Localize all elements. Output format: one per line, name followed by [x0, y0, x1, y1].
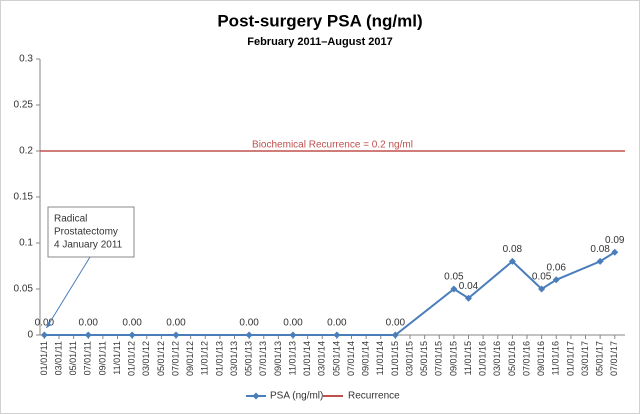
legend-label: PSA (ng/ml): [270, 391, 323, 402]
x-tick-label: 07/01/14: [346, 341, 356, 376]
x-tick-label: 05/01/13: [244, 341, 254, 376]
x-tick-label: 03/01/11: [53, 341, 63, 375]
data-point: [552, 276, 560, 284]
x-tick-label: 05/01/16: [507, 341, 517, 376]
x-tick-label: 09/01/12: [185, 341, 195, 376]
y-tick-label: 0.1: [19, 238, 33, 249]
x-tick-label: 09/01/14: [361, 341, 371, 376]
y-tick-label: 0.25: [14, 100, 34, 111]
data-point: [391, 331, 399, 339]
y-tick-label: 0.05: [14, 284, 34, 295]
y-tick-label: 0: [27, 330, 33, 341]
data-point: [611, 248, 619, 256]
data-point: [538, 285, 546, 293]
y-tick-label: 0.3: [19, 54, 33, 65]
value-label: 0.06: [547, 262, 567, 273]
value-label: 0.09: [605, 235, 625, 246]
annotation-text: Radical: [54, 214, 87, 225]
value-label: 0.08: [590, 244, 610, 255]
value-label: 0.05: [444, 272, 464, 283]
data-point: [289, 331, 297, 339]
data-point: [84, 331, 92, 339]
data-point: [450, 285, 458, 293]
x-tick-label: 03/01/17: [580, 341, 590, 376]
data-point: [245, 331, 253, 339]
legend-label: Recurrence: [348, 391, 400, 402]
x-tick-label: 05/01/17: [595, 341, 605, 376]
value-label: 0.00: [79, 318, 99, 329]
x-tick-label: 09/01/11: [97, 341, 107, 375]
x-tick-label: 07/01/17: [609, 341, 619, 376]
chart-title: Post-surgery PSA (ng/ml): [217, 11, 422, 30]
x-tick-label: 07/01/15: [434, 341, 444, 376]
x-tick-label: 11/01/16: [551, 341, 561, 375]
x-tick-label: 09/01/15: [448, 341, 458, 376]
y-tick-label: 0.2: [19, 146, 33, 157]
legend-marker: [252, 392, 260, 400]
x-tick-label: 11/01/11: [112, 341, 122, 375]
x-tick-label: 01/01/17: [565, 341, 575, 376]
value-label: 0.00: [35, 318, 55, 329]
x-tick-label: 01/01/12: [127, 341, 137, 376]
x-tick-label: 07/01/12: [170, 341, 180, 376]
x-tick-label: 09/01/16: [536, 341, 546, 376]
x-tick-label: 01/01/11: [39, 341, 49, 375]
x-tick-label: 05/01/11: [68, 341, 78, 375]
value-label: 0.05: [532, 272, 552, 283]
x-tick-label: 01/01/16: [478, 341, 488, 376]
value-label: 0.00: [327, 318, 347, 329]
x-tick-label: 03/01/12: [141, 341, 151, 376]
value-label: 0.00: [239, 318, 259, 329]
annotation-text: Prostatectomy: [54, 227, 118, 238]
x-tick-label: 11/01/14: [375, 341, 385, 375]
x-tick-label: 01/01/15: [390, 341, 400, 376]
chart-subtitle: February 2011–August 2017: [247, 36, 393, 48]
annotation-box: [47, 206, 135, 258]
x-tick-label: 11/01/12: [200, 341, 210, 375]
x-tick-label: 05/01/12: [156, 341, 166, 376]
x-tick-label: 03/01/16: [492, 341, 502, 376]
x-tick-label: 03/01/15: [404, 341, 414, 376]
x-tick-label: 01/01/13: [214, 341, 224, 376]
x-tick-label: 01/01/14: [302, 341, 312, 376]
x-tick-label: 11/01/15: [463, 341, 473, 375]
data-point: [596, 257, 604, 265]
data-point: [40, 331, 48, 339]
y-tick-label: 0.15: [14, 192, 34, 203]
value-label: 0.00: [166, 318, 186, 329]
value-label: 0.08: [503, 244, 523, 255]
x-tick-label: 09/01/13: [273, 341, 283, 376]
x-tick-label: 11/01/13: [287, 341, 297, 375]
x-tick-label: 07/01/11: [83, 341, 93, 375]
data-point: [128, 331, 136, 339]
annotation-arrow: [45, 256, 91, 329]
x-tick-label: 05/01/14: [331, 341, 341, 376]
data-point: [508, 257, 516, 265]
x-tick-label: 05/01/15: [419, 341, 429, 376]
x-tick-label: 03/01/13: [229, 341, 239, 376]
annotation-arrowhead: [46, 321, 52, 328]
x-tick-label: 07/01/13: [258, 341, 268, 376]
reference-label: Biochemical Recurrence = 0.2 ng/ml: [252, 140, 413, 151]
data-point: [465, 294, 473, 302]
value-label: 0.04: [459, 281, 479, 292]
data-point: [333, 331, 341, 339]
x-tick-label: 03/01/14: [317, 341, 327, 376]
value-label: 0.00: [122, 318, 142, 329]
value-label: 0.00: [386, 318, 406, 329]
data-point: [172, 331, 180, 339]
annotation-text: 4 January 2011: [54, 240, 123, 251]
value-label: 0.00: [283, 318, 303, 329]
x-tick-label: 07/01/16: [521, 341, 531, 376]
